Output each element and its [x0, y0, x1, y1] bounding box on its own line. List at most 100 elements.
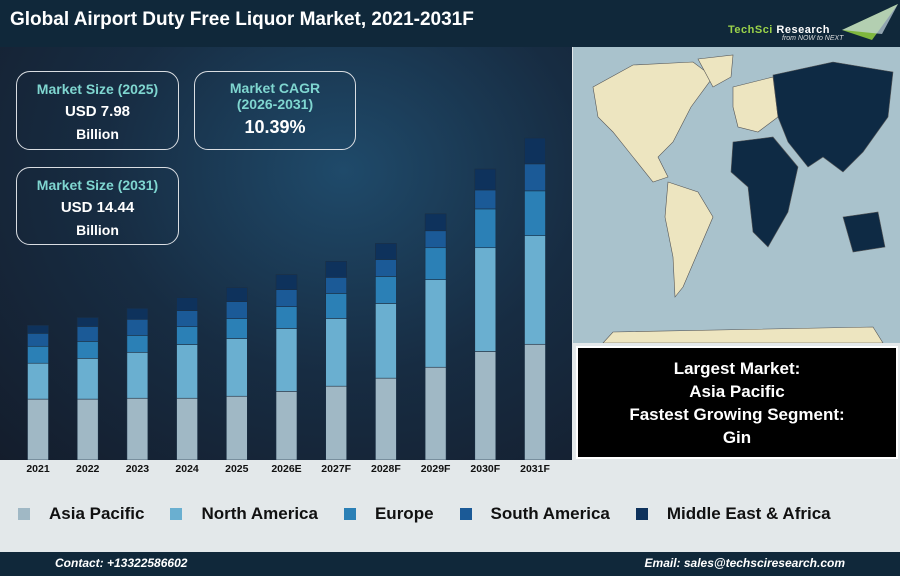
bar-segment-europe-2028F: [375, 276, 397, 304]
bar-segment-middle-east-africa-2021: [27, 325, 49, 334]
stacked-bar-chart: [27, 137, 546, 460]
kpi-unit: Billion: [76, 126, 119, 142]
world-map: [573, 47, 900, 344]
bar-segment-middle-east-africa-2025: [226, 287, 248, 302]
kpi-unit: Billion: [76, 222, 119, 238]
page-title: Global Airport Duty Free Liquor Market, …: [10, 9, 474, 30]
legend-label: Europe: [374, 504, 434, 523]
bar-segment-south-america-2021: [27, 333, 49, 347]
bar-segment-asia-pacific-2025: [226, 395, 248, 460]
north-america-shape: [592, 61, 714, 183]
legend-label: Asia Pacific: [49, 504, 145, 523]
europe-shape: [732, 76, 779, 133]
legend-label: South America: [490, 504, 610, 523]
legend-item: South America: [459, 504, 610, 524]
logo-text-b: Research: [772, 24, 830, 36]
largest-market-value: Asia Pacific: [689, 382, 785, 401]
legend-label: North America: [201, 504, 318, 523]
kpi-market-cagr: Market CAGR (2026-2031) 10.39%: [194, 71, 356, 150]
bar-segment-europe-2023: [126, 335, 149, 353]
bar-segment-south-america-2031F: [524, 163, 546, 192]
footer: Contact: +13322586602 Email: sales@techs…: [0, 552, 900, 576]
bar-segment-middle-east-africa-2031F: [524, 137, 546, 165]
highlights-panel: Largest Market: Asia Pacific Fastest Gro…: [576, 346, 898, 459]
bar-segment-north-america-2025: [226, 338, 248, 397]
legend: Asia Pacific North America Europe South Ame…: [0, 476, 900, 552]
bar-segment-asia-pacific-2030F: [474, 351, 497, 460]
logo-text-a: TechSci: [728, 24, 773, 36]
x-axis: 2021 2022 2023 2024 2025 2026E 2027F 2028F 2029F…: [0, 460, 572, 476]
legend-item: Middle East & Africa: [635, 504, 831, 524]
bar-segment-europe-2025: [226, 318, 248, 339]
techsci-logo: TechSci Research from NOW to NEXT: [722, 4, 900, 44]
bar-segment-north-america-2031F: [524, 235, 546, 345]
x-tick-label: 2024: [175, 463, 199, 475]
south-america-shape: [664, 181, 714, 298]
bar-segment-middle-east-africa-2027F: [325, 261, 348, 278]
bar-segment-asia-pacific-2024: [176, 397, 198, 460]
bar-segment-middle-east-africa-2030F: [474, 168, 497, 191]
x-tick-label: 2027F: [321, 463, 351, 475]
bar-segment-south-america-2029F: [424, 230, 447, 249]
bar-segment-asia-pacific-2027F: [325, 385, 348, 460]
legend-swatch: [18, 508, 30, 520]
x-tick-label: 2025: [225, 463, 249, 475]
x-tick-label: 2021: [26, 463, 50, 475]
fastest-segment-value: Gin: [722, 428, 752, 447]
kpi-market-size-2031: Market Size (2031) USD 14.44 Billion: [16, 167, 179, 245]
kpi-label: Market CAGR (2026-2031): [229, 80, 321, 112]
bar-segment-south-america-2028F: [375, 259, 397, 277]
bar-segment-north-america-2024: [176, 344, 198, 399]
greenland-shape: [697, 54, 734, 88]
bar-segment-asia-pacific-2029F: [424, 366, 447, 460]
legend-item: North America: [170, 504, 318, 524]
fastest-segment-label: Fastest Growing Segment:: [629, 405, 845, 424]
kpi-market-size-2025: Market Size (2025) USD 7.98 Billion: [16, 71, 179, 150]
x-tick-label: 2029F: [421, 463, 451, 475]
logo-tagline: from NOW to NEXT: [782, 35, 844, 42]
bar-segment-middle-east-africa-2026E: [275, 274, 298, 290]
bar-segment-south-america-2024: [176, 310, 198, 327]
bar-segment-south-america-2023: [126, 318, 149, 336]
bar-segment-europe-2021: [27, 345, 49, 364]
x-tick-label: 2023: [126, 463, 150, 475]
legend-swatch: [635, 508, 648, 520]
x-tick-label: 2031F: [520, 463, 550, 475]
bar-segment-north-america-2029F: [424, 279, 447, 368]
bar-segment-north-america-2026E: [275, 328, 298, 392]
bar-segment-middle-east-africa-2023: [126, 308, 149, 320]
kpi-label: Market Size (2031): [36, 177, 159, 193]
bar-segment-north-america-2021: [27, 362, 49, 400]
bar-segment-asia-pacific-2031F: [524, 343, 546, 460]
bar-segment-middle-east-africa-2029F: [424, 213, 447, 232]
bar-segment-middle-east-africa-2024: [176, 297, 198, 311]
x-tick-label: 2022: [76, 463, 100, 475]
bar-segment-north-america-2023: [126, 351, 149, 399]
bar-segment-south-america-2027F: [325, 277, 348, 294]
bar-segment-europe-2029F: [424, 247, 447, 280]
legend-item: Asia Pacific: [18, 504, 144, 524]
bar-segment-europe-2024: [176, 326, 198, 345]
x-tick-label: 2030F: [470, 463, 500, 475]
contact-email[interactable]: Email: sales@techsciresearch.com: [644, 556, 845, 570]
legend-swatch: [343, 508, 356, 520]
bar-segment-south-america-2022: [76, 326, 99, 342]
bar-segment-asia-pacific-2028F: [375, 377, 397, 460]
bar-segment-europe-2026E: [275, 306, 298, 329]
africa-shape: [730, 136, 799, 248]
australia-shape: [842, 211, 886, 253]
bar-segment-europe-2030F: [474, 208, 497, 249]
legend-swatch: [459, 508, 472, 520]
contact-phone: Contact: +13322586602: [55, 556, 188, 570]
kpi-value: USD 14.44: [60, 199, 135, 216]
legend-item: Europe: [343, 504, 434, 524]
antarctica-shape: [602, 326, 884, 344]
header: Global Airport Duty Free Liquor Market, …: [0, 0, 900, 47]
bar-segment-asia-pacific-2023: [126, 397, 149, 460]
bar-segment-asia-pacific-2022: [76, 398, 99, 460]
bar-segment-south-america-2026E: [275, 289, 298, 307]
bar-segment-north-america-2028F: [375, 303, 397, 379]
bar-segment-europe-2022: [76, 341, 99, 359]
bar-segment-asia-pacific-2026E: [275, 391, 298, 460]
x-tick-label: 2028F: [371, 463, 401, 475]
